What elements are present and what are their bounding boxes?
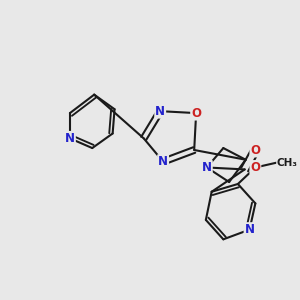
Text: N: N bbox=[155, 105, 165, 118]
Text: N: N bbox=[65, 132, 75, 145]
Text: N: N bbox=[244, 223, 254, 236]
Text: O: O bbox=[191, 106, 201, 120]
Text: CH₃: CH₃ bbox=[277, 158, 298, 168]
Text: N: N bbox=[158, 155, 168, 168]
Text: N: N bbox=[202, 161, 212, 174]
Text: O: O bbox=[250, 161, 260, 174]
Text: O: O bbox=[250, 143, 260, 157]
